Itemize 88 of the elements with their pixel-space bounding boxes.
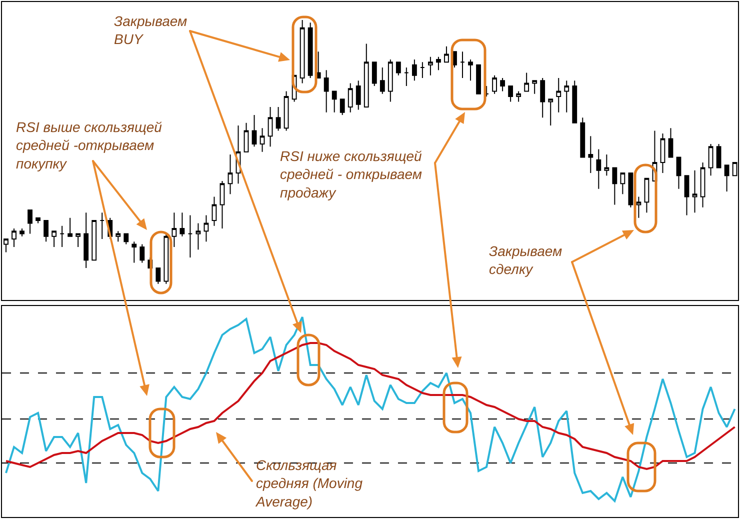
candlestick (572, 80, 578, 124)
candlestick (372, 62, 377, 86)
candlestick (660, 132, 666, 174)
candlestick (492, 74, 497, 94)
candlestick (708, 144, 714, 176)
candlestick (180, 212, 185, 237)
candlestick (500, 78, 506, 92)
candlestick (700, 162, 706, 208)
candlestick (76, 233, 81, 248)
candlestick (564, 80, 570, 113)
candlestick (356, 80, 361, 110)
candlestick (524, 72, 530, 92)
candlestick (12, 228, 16, 248)
candlestick (268, 106, 273, 148)
candlestick (620, 172, 626, 195)
annotation: Закрываем сделку (489, 243, 562, 278)
candlestick (244, 122, 249, 152)
candlestick (132, 241, 137, 264)
candlestick (604, 154, 610, 176)
candlestick (476, 64, 481, 94)
candlestick (284, 90, 289, 132)
candlestick (340, 98, 345, 116)
candlestick (508, 85, 514, 102)
candlestick (100, 212, 105, 240)
candlestick (172, 212, 177, 248)
candlestick (580, 117, 586, 158)
candlestick (44, 220, 49, 242)
candlestick (332, 90, 337, 113)
candlestick (420, 62, 425, 79)
candlestick (164, 233, 169, 284)
candlestick (644, 178, 650, 214)
candlestick (124, 233, 129, 245)
candlestick (220, 180, 225, 229)
candlestick (36, 217, 40, 224)
candlestick (140, 244, 145, 264)
annotation: Закрываем BUY (114, 13, 188, 48)
candlestick (436, 56, 441, 71)
candlestick (4, 238, 8, 253)
candlestick (612, 167, 618, 206)
candlestick (428, 56, 433, 76)
candlestick (716, 144, 722, 168)
candlestick (548, 98, 554, 126)
annotation: RSI выше скользящей средней -открываем покупку (16, 119, 162, 172)
candlestick (676, 156, 682, 190)
candlestick (364, 43, 369, 108)
candlestick (444, 46, 449, 63)
candlestick (324, 70, 329, 113)
candlestick (380, 66, 385, 94)
candlestick (228, 154, 233, 195)
candlestick (684, 175, 690, 216)
candlestick (636, 196, 642, 218)
candlestick (308, 22, 313, 79)
candlestick (92, 220, 97, 261)
candlestick (68, 217, 73, 237)
candlestick (588, 136, 594, 174)
candlestick (532, 80, 538, 94)
candlestick (468, 59, 473, 82)
candlestick (212, 196, 217, 226)
candlestick (52, 230, 57, 248)
candlestick (276, 106, 281, 132)
candlestick (628, 172, 634, 208)
candlestick (252, 114, 257, 148)
candlestick (204, 214, 209, 242)
candlestick (60, 225, 65, 248)
candlestick (20, 228, 24, 237)
candlestick (388, 59, 393, 102)
candlestick (84, 212, 89, 269)
candlestick (116, 230, 121, 242)
annotation: Скользящая средняя (Moving Average) (255, 457, 363, 510)
candlestick (460, 51, 465, 79)
candlestick (412, 59, 417, 82)
candlestick (156, 268, 161, 284)
candlestick (556, 78, 562, 113)
candlestick (188, 214, 193, 258)
candlestick (196, 222, 201, 250)
candlestick (260, 128, 265, 152)
candlestick (692, 170, 698, 214)
candlestick (516, 90, 522, 102)
candlestick (540, 78, 546, 118)
candlestick (348, 82, 353, 113)
candlestick (668, 128, 674, 158)
candlestick (300, 19, 305, 84)
candlestick (596, 148, 602, 190)
candlestick (404, 66, 409, 86)
candlestick (724, 164, 730, 192)
candlestick (396, 62, 401, 76)
annotation: RSI ниже скользящей средней - открываем продажу (280, 148, 422, 200)
candlestick (28, 209, 32, 234)
